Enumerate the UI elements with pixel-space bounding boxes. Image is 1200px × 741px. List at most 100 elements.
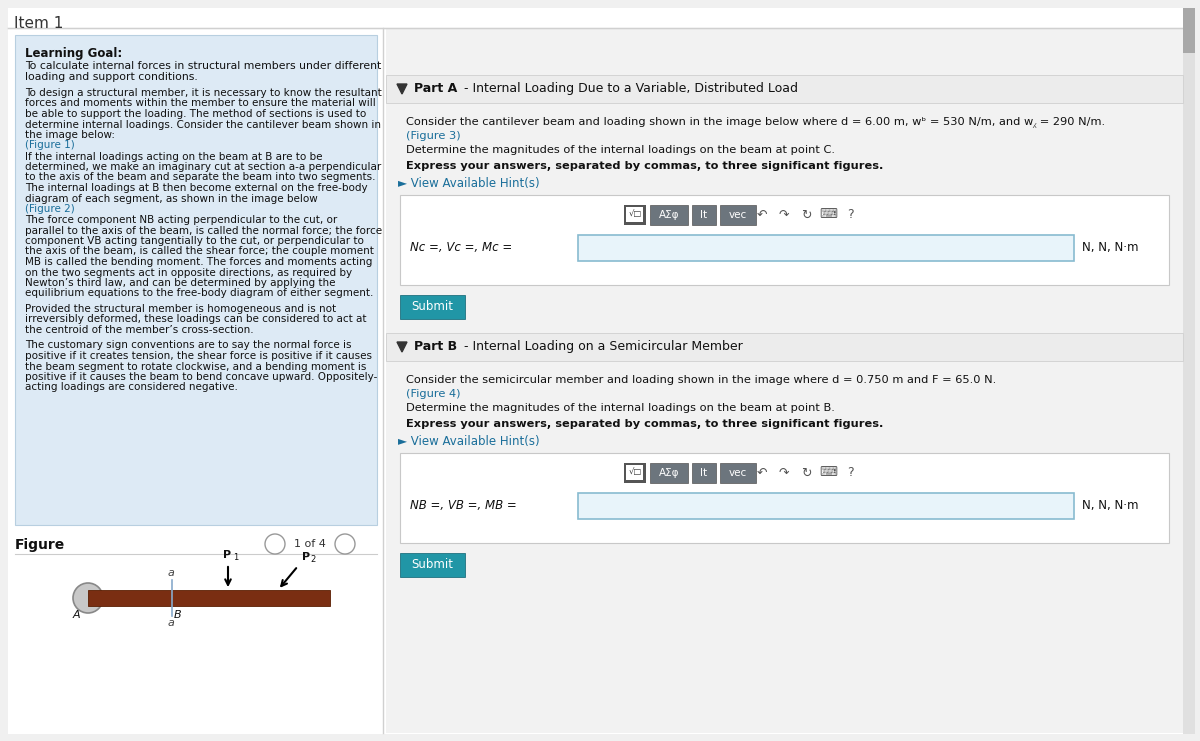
- Text: B: B: [174, 610, 181, 620]
- Text: (Figure 3): (Figure 3): [406, 131, 461, 141]
- Text: To calculate internal forces in structural members under different: To calculate internal forces in structur…: [25, 61, 382, 71]
- Text: (Figure 4): (Figure 4): [406, 389, 461, 399]
- Text: to the axis of the beam and separate the beam into two segments.: to the axis of the beam and separate the…: [25, 173, 376, 182]
- Text: ↶: ↶: [757, 467, 767, 479]
- Text: Item 1: Item 1: [14, 16, 64, 31]
- Text: <: <: [271, 539, 280, 549]
- FancyBboxPatch shape: [400, 195, 1169, 285]
- Text: ► View Available Hint(s): ► View Available Hint(s): [398, 177, 540, 190]
- Text: 2: 2: [310, 555, 316, 564]
- Text: >: >: [341, 539, 349, 549]
- Text: Learning Goal:: Learning Goal:: [25, 47, 122, 60]
- FancyBboxPatch shape: [1183, 8, 1195, 734]
- FancyBboxPatch shape: [8, 8, 1187, 734]
- Text: the centroid of the member’s cross-section.: the centroid of the member’s cross-secti…: [25, 325, 253, 335]
- Text: the image below:: the image below:: [25, 130, 115, 140]
- Circle shape: [335, 534, 355, 554]
- Text: 1: 1: [233, 553, 239, 562]
- Text: Nc =, Vc =, Mc =: Nc =, Vc =, Mc =: [410, 242, 512, 254]
- Text: N, N, N·m: N, N, N·m: [1082, 242, 1139, 254]
- FancyBboxPatch shape: [386, 75, 1183, 103]
- Text: Submit: Submit: [410, 559, 454, 571]
- Text: the beam segment to rotate clockwise, and a bending moment is: the beam segment to rotate clockwise, an…: [25, 362, 366, 371]
- Text: diagram of each segment, as shown in the image below: diagram of each segment, as shown in the…: [25, 193, 318, 204]
- Text: Submit: Submit: [410, 301, 454, 313]
- Text: Provided the structural member is homogeneous and is not: Provided the structural member is homoge…: [25, 304, 336, 314]
- Circle shape: [73, 583, 103, 613]
- Text: Consider the semicircular member and loading shown in the image where d = 0.750 : Consider the semicircular member and loa…: [406, 375, 996, 385]
- Text: loading and support conditions.: loading and support conditions.: [25, 72, 198, 82]
- Text: - Internal Loading Due to a Variable, Distributed Load: - Internal Loading Due to a Variable, Di…: [460, 82, 798, 95]
- FancyBboxPatch shape: [578, 235, 1074, 261]
- Text: P: P: [223, 550, 232, 560]
- Text: ?: ?: [847, 467, 853, 479]
- Text: determined, we make an imaginary cut at section a-a perpendicular: determined, we make an imaginary cut at …: [25, 162, 382, 172]
- Text: ↶: ↶: [757, 208, 767, 222]
- Text: N, N, N·m: N, N, N·m: [1082, 499, 1139, 513]
- Text: - Internal Loading on a Semicircular Member: - Internal Loading on a Semicircular Mem…: [460, 340, 743, 353]
- Text: Part B: Part B: [414, 340, 457, 353]
- Text: It: It: [701, 210, 708, 220]
- Circle shape: [265, 534, 286, 554]
- Text: a: a: [168, 568, 174, 578]
- FancyBboxPatch shape: [400, 295, 466, 319]
- Text: The force component NB acting perpendicular to the cut, or: The force component NB acting perpendicu…: [25, 215, 337, 225]
- Text: ↻: ↻: [800, 208, 811, 222]
- FancyBboxPatch shape: [692, 205, 716, 225]
- Text: irreversibly deformed, these loadings can be considered to act at: irreversibly deformed, these loadings ca…: [25, 314, 366, 325]
- Text: ↻: ↻: [800, 467, 811, 479]
- Text: component VB acting tangentially to the cut, or perpendicular to: component VB acting tangentially to the …: [25, 236, 364, 246]
- FancyBboxPatch shape: [626, 207, 643, 222]
- FancyBboxPatch shape: [88, 590, 330, 606]
- FancyBboxPatch shape: [624, 463, 646, 483]
- Text: determine internal loadings. Consider the cantilever beam shown in: determine internal loadings. Consider th…: [25, 119, 382, 130]
- Text: forces and moments within the member to ensure the material will: forces and moments within the member to …: [25, 99, 376, 108]
- Text: Consider the cantilever beam and loading shown in the image below where d = 6.00: Consider the cantilever beam and loading…: [406, 117, 1105, 128]
- Text: MB is called the bending moment. The forces and moments acting: MB is called the bending moment. The for…: [25, 257, 372, 267]
- Text: NB =, VB =, MB =: NB =, VB =, MB =: [410, 499, 517, 513]
- Text: a: a: [168, 618, 174, 628]
- FancyBboxPatch shape: [624, 205, 646, 225]
- Text: It: It: [701, 468, 708, 478]
- FancyBboxPatch shape: [400, 553, 466, 577]
- Text: The internal loadings at B then become external on the free-body: The internal loadings at B then become e…: [25, 183, 367, 193]
- Text: AΣφ: AΣφ: [659, 468, 679, 478]
- Text: positive if it creates tension, the shear force is positive if it causes: positive if it creates tension, the shea…: [25, 351, 372, 361]
- FancyBboxPatch shape: [386, 28, 1183, 733]
- Text: ?: ?: [847, 208, 853, 222]
- FancyBboxPatch shape: [1183, 8, 1195, 53]
- FancyBboxPatch shape: [626, 465, 643, 480]
- Text: AΣφ: AΣφ: [659, 210, 679, 220]
- Text: ► View Available Hint(s): ► View Available Hint(s): [398, 435, 540, 448]
- Text: If the internal loadings acting on the beam at B are to be: If the internal loadings acting on the b…: [25, 151, 323, 162]
- Text: the axis of the beam, is called the shear force; the couple moment: the axis of the beam, is called the shea…: [25, 247, 374, 256]
- FancyBboxPatch shape: [14, 35, 377, 525]
- FancyBboxPatch shape: [692, 463, 716, 483]
- Text: Part A: Part A: [414, 82, 457, 95]
- Text: ⌨: ⌨: [818, 208, 838, 222]
- Text: √□: √□: [629, 209, 642, 218]
- Text: P: P: [302, 552, 310, 562]
- Text: vec: vec: [728, 210, 748, 220]
- Text: on the two segments act in opposite directions, as required by: on the two segments act in opposite dire…: [25, 268, 352, 277]
- Text: Figure: Figure: [14, 538, 65, 552]
- FancyBboxPatch shape: [650, 205, 688, 225]
- Text: Determine the magnitudes of the internal loadings on the beam at point B.: Determine the magnitudes of the internal…: [406, 403, 835, 413]
- Text: (Figure 1): (Figure 1): [25, 141, 74, 150]
- Text: √□: √□: [629, 467, 642, 476]
- Text: ⌨: ⌨: [818, 467, 838, 479]
- Text: be able to support the loading. The method of sections is used to: be able to support the loading. The meth…: [25, 109, 366, 119]
- FancyBboxPatch shape: [720, 463, 756, 483]
- FancyBboxPatch shape: [720, 205, 756, 225]
- Text: positive if it causes the beam to bend concave upward. Oppositely-: positive if it causes the beam to bend c…: [25, 372, 377, 382]
- Text: Express your answers, separated by commas, to three significant figures.: Express your answers, separated by comma…: [406, 161, 883, 171]
- Text: A: A: [72, 610, 80, 620]
- Text: To design a structural member, it is necessary to know the resultant: To design a structural member, it is nec…: [25, 88, 382, 98]
- Text: parallel to the axis of the beam, is called the normal force; the force: parallel to the axis of the beam, is cal…: [25, 225, 382, 236]
- Text: ↷: ↷: [779, 467, 790, 479]
- Text: ↷: ↷: [779, 208, 790, 222]
- Text: The customary sign conventions are to say the normal force is: The customary sign conventions are to sa…: [25, 341, 352, 350]
- Polygon shape: [397, 342, 407, 352]
- Polygon shape: [397, 84, 407, 94]
- Text: 1 of 4: 1 of 4: [294, 539, 326, 549]
